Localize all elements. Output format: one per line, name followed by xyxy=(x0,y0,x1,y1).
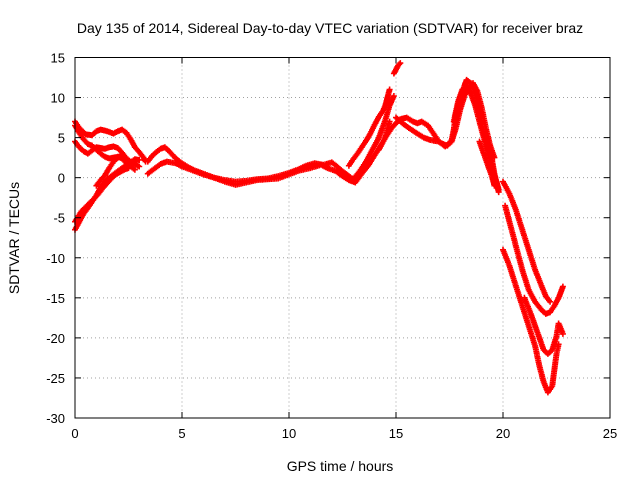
series-track-r xyxy=(521,294,566,357)
y-tick-label: -25 xyxy=(46,371,65,386)
data-point-markers xyxy=(500,178,554,305)
y-tick-label: 0 xyxy=(58,171,65,186)
data-point-markers xyxy=(345,86,393,169)
data-points xyxy=(72,60,566,396)
x-tick-label: 0 xyxy=(71,426,78,441)
data-point-markers xyxy=(500,246,562,396)
data-point-markers xyxy=(390,60,404,77)
x-tick-label: 25 xyxy=(603,426,617,441)
data-point-markers xyxy=(502,202,566,317)
series-track-j xyxy=(390,60,404,77)
data-point-markers xyxy=(476,138,498,189)
x-axis-label: GPS time / hours xyxy=(287,458,394,474)
series-track-f xyxy=(93,152,143,189)
y-tick-labels: 15 10 5 0 -5 -10 -15 -20 -25 -30 xyxy=(46,51,65,427)
x-tick-label: 5 xyxy=(178,426,185,441)
series-track-q xyxy=(500,246,562,396)
axis-ticks xyxy=(74,57,611,419)
x-tick-label: 20 xyxy=(496,426,510,441)
y-tick-label: 10 xyxy=(51,91,65,106)
data-point-markers xyxy=(393,80,498,161)
x-tick-labels: 0 5 10 15 20 25 xyxy=(71,426,617,441)
series-track-l xyxy=(393,80,498,161)
y-tick-label: 5 xyxy=(58,131,65,146)
y-tick-label: -20 xyxy=(46,331,65,346)
x-tick-label: 15 xyxy=(389,426,403,441)
series-track-i xyxy=(345,86,393,169)
y-tick-label: -10 xyxy=(46,251,65,266)
plot-frame xyxy=(74,57,611,419)
y-tick-label: 15 xyxy=(51,51,65,66)
data-point-markers xyxy=(144,93,397,185)
y-axis-label: SDTVAR / TECUs xyxy=(6,182,22,294)
grid xyxy=(75,57,610,418)
data-point-markers xyxy=(72,165,132,225)
y-tick-label: -5 xyxy=(53,211,65,226)
series-track-n xyxy=(476,138,498,189)
data-point-markers xyxy=(93,152,143,189)
series-track-g xyxy=(144,93,397,185)
chart-title: Day 135 of 2014, Sidereal Day-to-day VTE… xyxy=(77,20,583,36)
y-tick-label: -30 xyxy=(46,411,65,426)
series-track-e xyxy=(72,165,132,225)
series-track-p xyxy=(502,202,566,317)
data-point-markers xyxy=(521,294,566,357)
x-tick-label: 10 xyxy=(282,426,296,441)
y-tick-label: -15 xyxy=(46,291,65,306)
series-track-o xyxy=(500,178,554,305)
